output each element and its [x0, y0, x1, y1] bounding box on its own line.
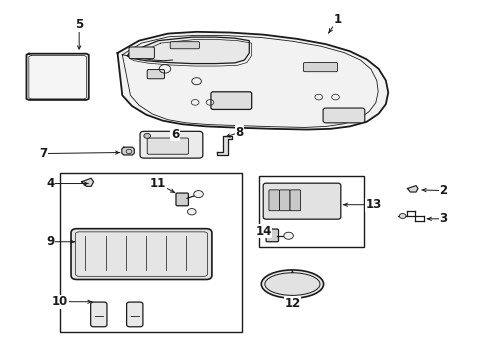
FancyBboxPatch shape [140, 131, 203, 158]
FancyBboxPatch shape [210, 92, 251, 109]
Text: 8: 8 [235, 126, 244, 139]
Text: 3: 3 [438, 212, 447, 225]
FancyBboxPatch shape [263, 183, 340, 219]
Polygon shape [217, 136, 231, 155]
Text: 5: 5 [75, 18, 83, 31]
Bar [60, 173, 242, 332]
Polygon shape [407, 186, 417, 192]
Text: 13: 13 [365, 198, 381, 211]
FancyBboxPatch shape [170, 42, 199, 49]
Circle shape [187, 208, 196, 215]
Polygon shape [117, 32, 387, 130]
Polygon shape [127, 37, 249, 64]
FancyBboxPatch shape [176, 193, 188, 206]
FancyBboxPatch shape [129, 47, 154, 59]
Bar [258, 176, 364, 247]
Circle shape [193, 190, 203, 198]
Circle shape [143, 134, 150, 138]
Ellipse shape [264, 273, 319, 295]
Text: 12: 12 [284, 297, 300, 310]
FancyBboxPatch shape [323, 108, 364, 123]
FancyBboxPatch shape [303, 63, 337, 72]
FancyBboxPatch shape [71, 229, 211, 279]
FancyBboxPatch shape [268, 190, 279, 211]
Text: 7: 7 [39, 147, 47, 160]
FancyBboxPatch shape [90, 302, 107, 327]
Polygon shape [26, 54, 89, 100]
FancyBboxPatch shape [265, 229, 278, 242]
Circle shape [399, 213, 405, 219]
FancyBboxPatch shape [147, 69, 164, 79]
Ellipse shape [261, 270, 323, 298]
Text: 1: 1 [333, 13, 341, 26]
FancyBboxPatch shape [279, 190, 289, 211]
Text: 6: 6 [170, 128, 179, 141]
Polygon shape [122, 147, 134, 155]
Text: 14: 14 [255, 225, 271, 238]
Text: 11: 11 [150, 177, 166, 190]
Polygon shape [81, 178, 93, 186]
Circle shape [283, 232, 293, 239]
FancyBboxPatch shape [126, 302, 142, 327]
Text: 10: 10 [52, 295, 68, 308]
Text: 4: 4 [46, 177, 55, 190]
FancyBboxPatch shape [147, 138, 188, 154]
Text: 9: 9 [46, 235, 55, 248]
Text: 2: 2 [438, 184, 447, 197]
FancyBboxPatch shape [289, 190, 300, 211]
